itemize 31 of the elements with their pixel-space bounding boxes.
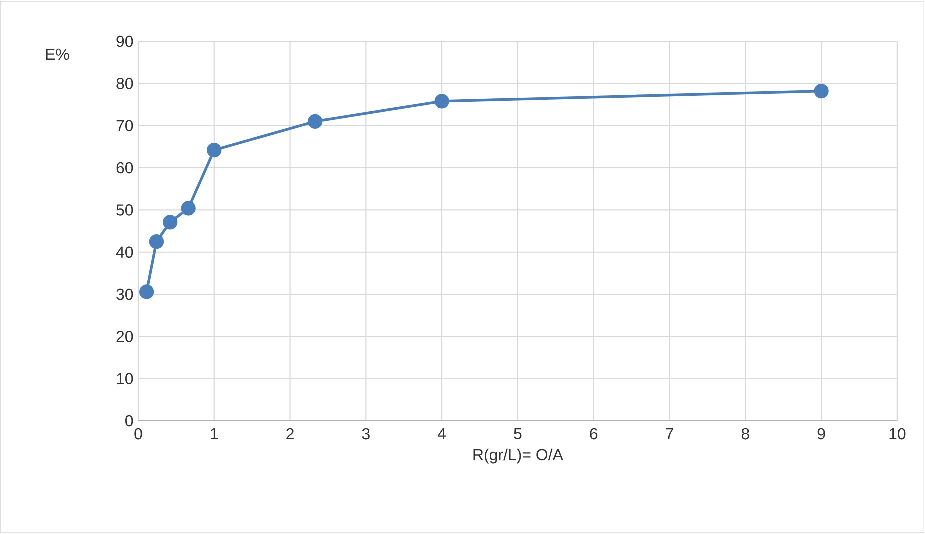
y-tick-label: 30 [116, 289, 134, 300]
x-tick-label: 0 [134, 428, 142, 440]
x-tick-label: 8 [742, 428, 750, 440]
x-axis-title: R(gr/L)= O/A [474, 449, 564, 464]
x-tick-label: 2 [286, 428, 294, 440]
x-tick-label: 9 [818, 428, 826, 440]
x-tick-label: 3 [362, 428, 370, 440]
x-tick-label: 6 [590, 428, 598, 440]
y-axis-title: E% [46, 49, 70, 60]
x-tick-label: 1 [211, 428, 218, 440]
x-tick-label: 7 [666, 428, 674, 440]
point [149, 234, 164, 250]
y-tick-label: 80 [116, 78, 134, 90]
point [308, 114, 323, 130]
y-tick-label: 60 [116, 162, 134, 174]
x-tick-label: 4 [438, 428, 446, 440]
y-tick-label: 20 [116, 331, 134, 343]
y-tick-label: 50 [116, 204, 134, 216]
x-tick-label: 5 [514, 428, 522, 440]
point [181, 201, 196, 216]
y-tick-label: 70 [116, 120, 134, 132]
x-tick-label: 10 [890, 428, 906, 440]
point [434, 94, 450, 109]
point [140, 284, 154, 300]
point [814, 84, 829, 99]
y-tick-label: 40 [116, 246, 134, 258]
point [207, 143, 222, 158]
point [163, 215, 178, 230]
y-tick-label: 10 [117, 373, 134, 385]
y-tick-label: 90 [116, 36, 134, 48]
y-tick-label: 0 [126, 416, 134, 427]
